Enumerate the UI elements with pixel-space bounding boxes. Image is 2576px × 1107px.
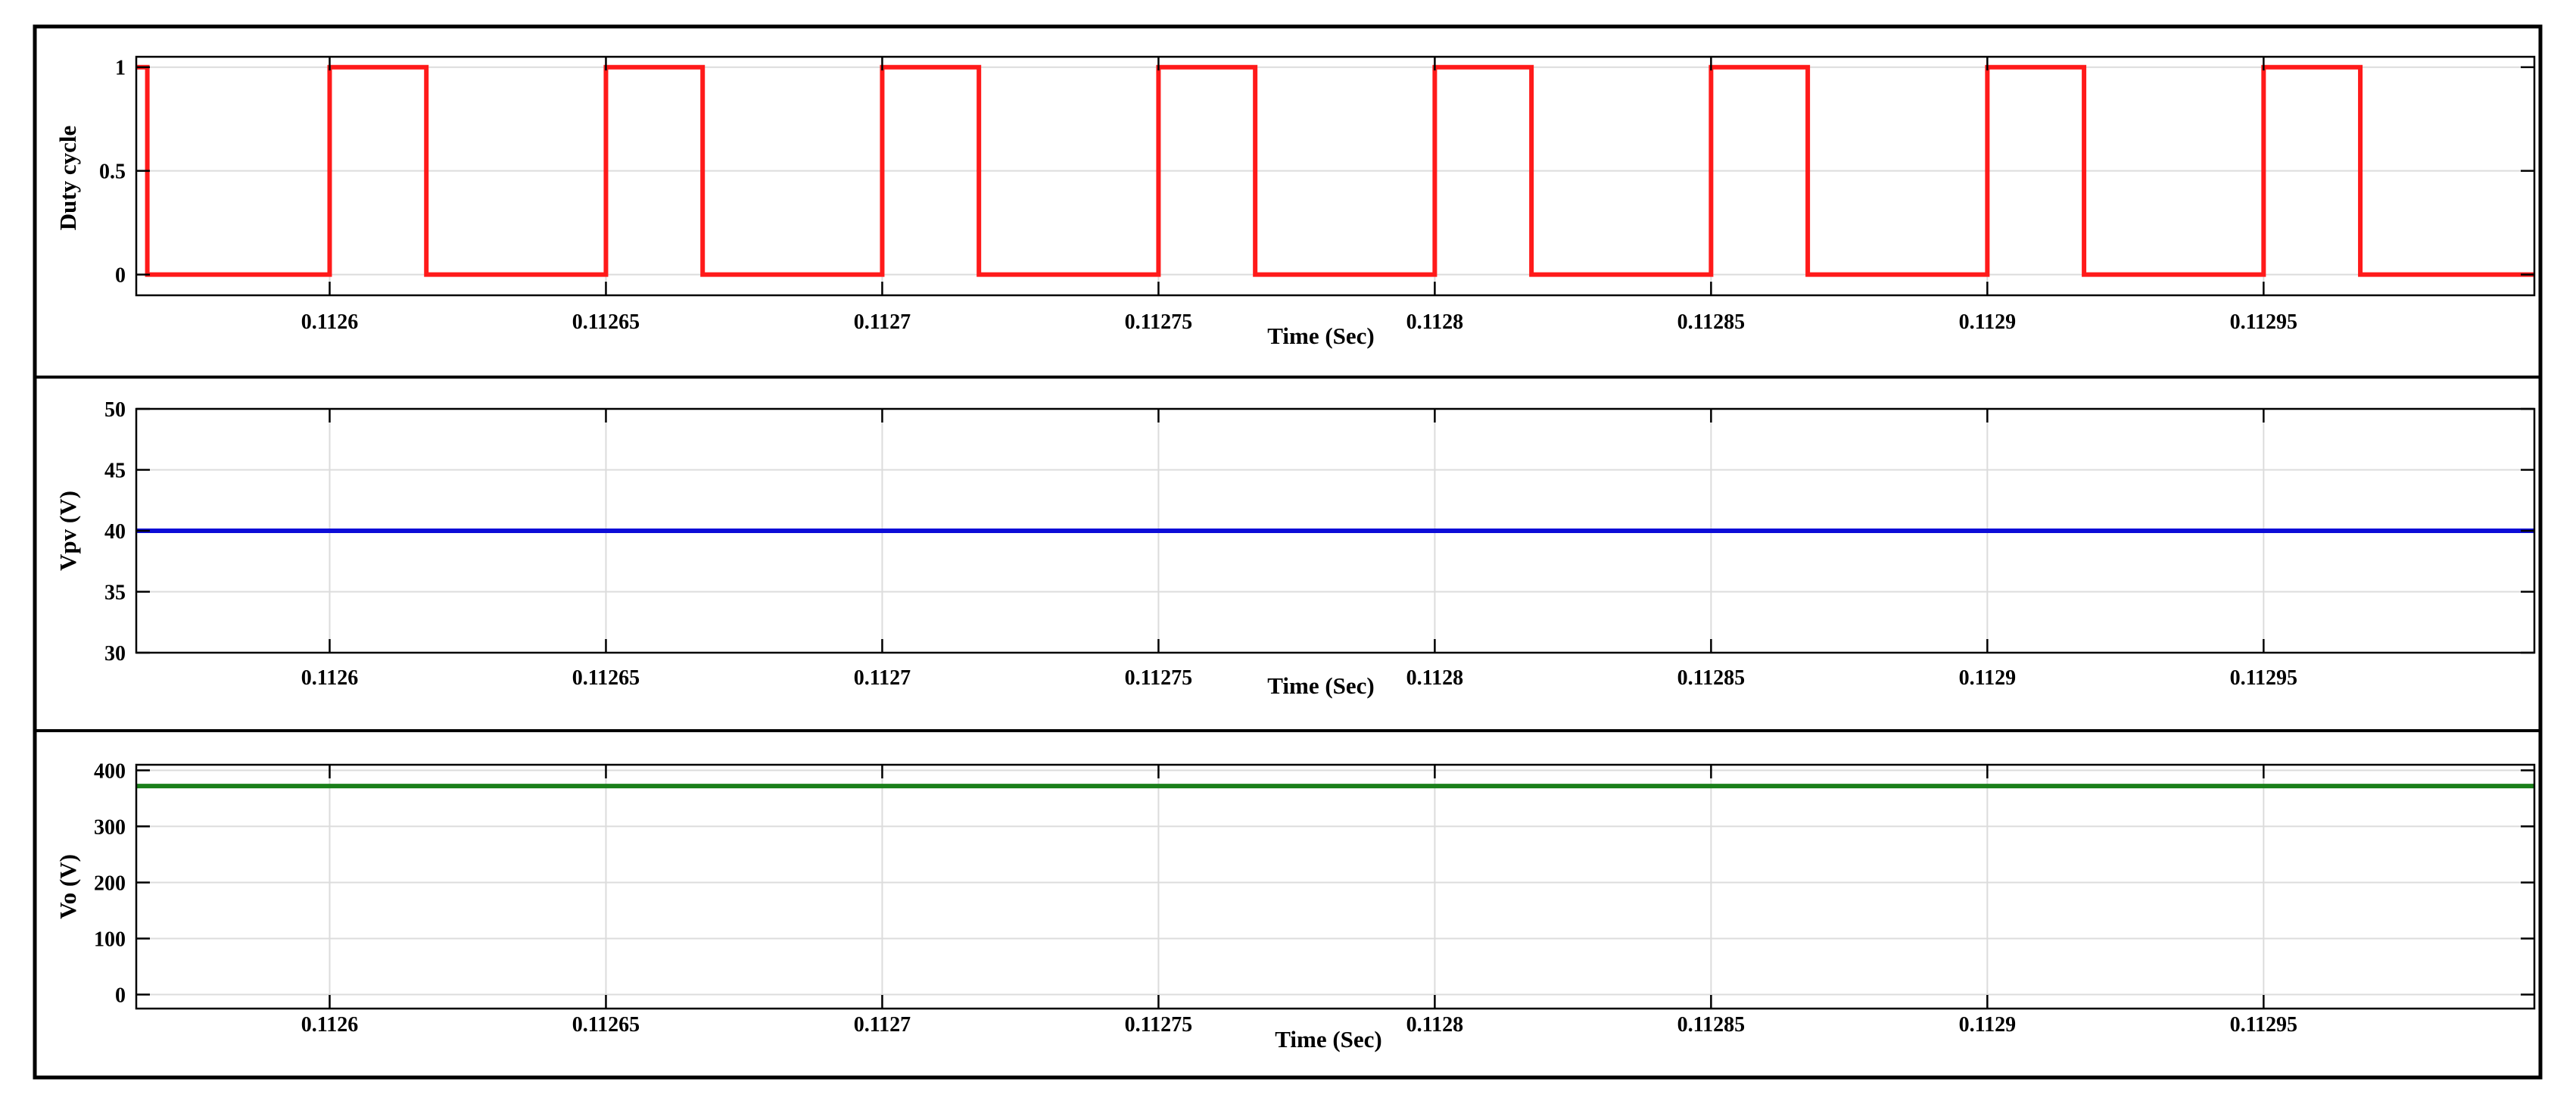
xtick-label: 0.1129: [1959, 1013, 2016, 1037]
xtick-label: 0.11275: [1125, 1013, 1192, 1037]
xtick-label: 0.11265: [572, 666, 640, 690]
ytick-label: 0.5: [99, 161, 126, 184]
xtick-label: 0.1129: [1959, 310, 2016, 334]
chart-duty: 0.1126 0.11265 0.1127 0.11275 0.1128 0.11285 0…: [55, 55, 2536, 349]
xtick-label: 0.11265: [572, 1013, 640, 1037]
xtick-label: 0.1128: [1406, 666, 1463, 690]
xtick-label: 0.11285: [1677, 1013, 1745, 1037]
xtick-label: 0.1126: [301, 666, 358, 690]
x-axis-title: Time (Sec): [1267, 672, 1374, 699]
xtick-label: 0.11275: [1125, 310, 1192, 334]
xtick-label: 0.1128: [1406, 1013, 1463, 1037]
y-axis-title: Vo (V): [55, 854, 81, 919]
xtick-label: 0.1127: [854, 1013, 911, 1037]
xtick-label: 0.1127: [854, 310, 911, 334]
ytick-label: 45: [104, 460, 126, 483]
xtick-label: 0.1129: [1959, 666, 2016, 690]
ytick-label: 35: [104, 582, 126, 605]
xtick-label: 0.11275: [1125, 666, 1192, 690]
plot-area-duty: [135, 55, 2536, 297]
xtick-label: 0.11295: [2230, 310, 2297, 334]
ytick-label: 50: [104, 398, 126, 422]
ytick-label: 40: [104, 520, 126, 544]
ytick-label: 200: [94, 872, 126, 895]
xtick-label: 0.11265: [572, 310, 640, 334]
xtick-label: 0.11285: [1677, 310, 1745, 334]
xtick-label: 0.1126: [301, 1013, 358, 1037]
figure-frame: [33, 24, 2543, 1080]
ytick-label: 30: [104, 642, 126, 666]
xtick-label: 0.11295: [2230, 1013, 2297, 1037]
ytick-label: 0: [115, 264, 126, 288]
x-axis-title: Time (Sec): [1267, 323, 1374, 349]
xtick-label: 0.1128: [1406, 310, 1463, 334]
xtick-label: 0.11295: [2230, 666, 2297, 690]
ytick-label: 1: [115, 57, 126, 80]
y-axis-title: Duty cycle: [55, 126, 81, 231]
y-axis-title: Vpv (V): [55, 491, 81, 571]
duty-series-line: [136, 64, 2534, 277]
ytick-label: 400: [94, 759, 126, 783]
ytick-label: 0: [115, 984, 126, 1007]
xtick-label: 0.1127: [854, 666, 911, 690]
x-axis-title: Time (Sec): [1275, 1026, 1381, 1052]
xtick-label: 0.1126: [301, 310, 358, 334]
ytick-label: 300: [94, 815, 126, 839]
plot-area-vo: [135, 763, 2536, 1010]
chart-vo: 0.1126 0.11265 0.1127 0.11275 0.1128 0.11285 0…: [55, 759, 2536, 1052]
ytick-label: 100: [94, 928, 126, 951]
chart-vpv: 0.1126 0.11265 0.1127 0.11275 0.1128 0.11285 0…: [55, 398, 2536, 699]
xtick-label: 0.11285: [1677, 666, 1745, 690]
